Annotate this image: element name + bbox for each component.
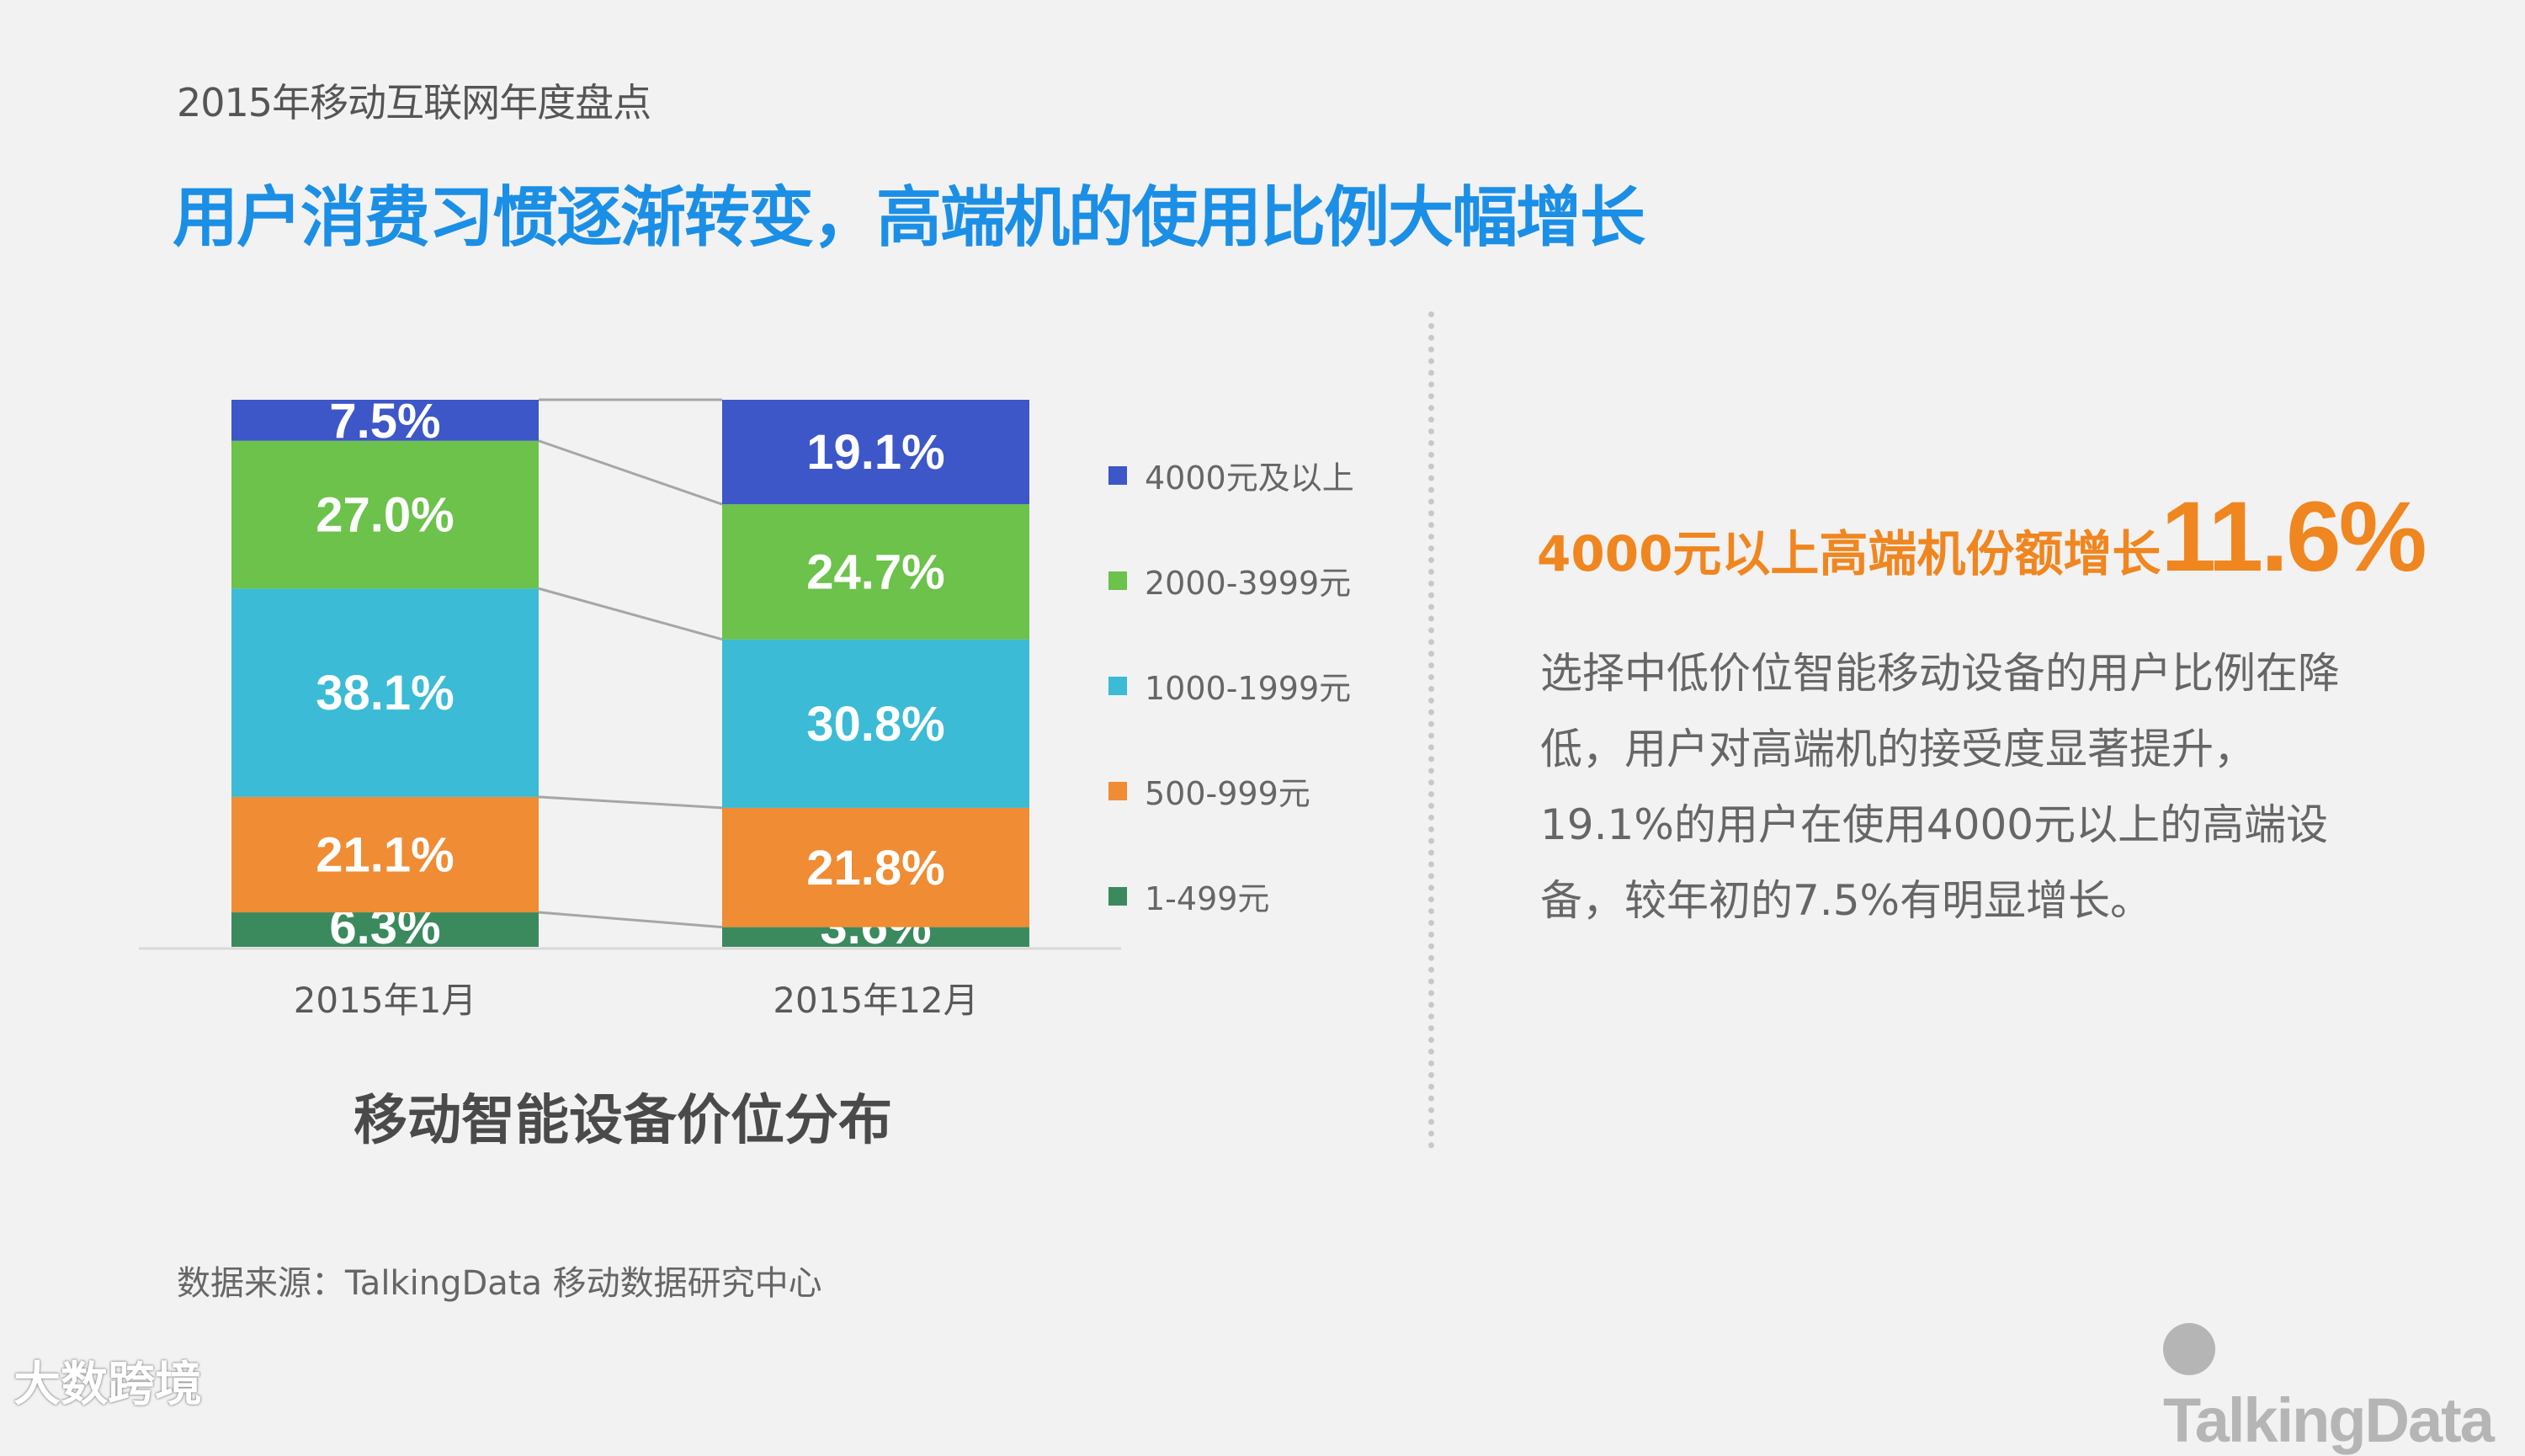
category-label: 2015年1月 (294, 980, 477, 1021)
stacked-bars: 6.3%21.1%38.1%27.0%7.5%3.6%21.8%30.8%24.… (231, 394, 1029, 954)
bar-value-label: 24.7% (806, 545, 944, 599)
bar-segment (231, 400, 539, 441)
legend-label: 1-499元 (1145, 880, 1269, 917)
highlight-text: 4000元以上高端机份额增长 (1537, 525, 2161, 582)
price-distribution-chart: 6.3%21.1%38.1%27.0%7.5%3.6%21.8%30.8%24.… (139, 394, 1354, 1021)
talkingdata-logo-icon (2163, 1323, 2215, 1375)
connector-lines (538, 398, 723, 929)
bar-value-label: 27.0% (316, 488, 454, 543)
connector-line (538, 911, 723, 929)
bar-value-label: 21.8% (806, 841, 944, 895)
bar-segment (231, 912, 539, 947)
connector-line (538, 587, 723, 641)
bar-segment (722, 400, 1029, 505)
bar-segment (722, 807, 1029, 927)
brand-watermark-left: 大数跨境 (13, 1358, 202, 1412)
bar-value-label: 19.1% (806, 425, 944, 480)
legend-swatch (1108, 677, 1127, 695)
bar-segment (722, 639, 1029, 808)
bar-value-label: 38.1% (316, 666, 454, 720)
chart-legend: 4000元及以上 2000-3999元 1000-1999元 500-999元 1-49… (1108, 460, 1354, 917)
legend-swatch (1108, 887, 1127, 906)
legend-label: 500-999元 (1145, 775, 1310, 812)
legend-swatch (1108, 466, 1127, 485)
bar-segment (231, 588, 539, 797)
legend-label: 4000元及以上 (1145, 460, 1354, 497)
category-labels: 2015年1月 2015年12月 (294, 980, 979, 1021)
bar-segment (722, 927, 1029, 947)
source-note: 数据来源：TalkingData 移动数据研究中心 (177, 1264, 822, 1303)
legend-label: 2000-3999元 (1145, 565, 1351, 602)
connector-line (538, 439, 723, 506)
bar-value-label: 7.5% (329, 394, 440, 449)
bar-segment (231, 796, 539, 913)
report-year: 2015年移动互联网年度盘点 (177, 80, 651, 125)
category-label: 2015年12月 (773, 980, 978, 1021)
description-text: 选择中低价位智能移动设备的用户比例在降低，用户对高端机的接受度显著提升，19.1… (1540, 649, 2340, 925)
connector-line (538, 795, 723, 810)
bar-segment (722, 504, 1029, 640)
dotted-divider (1428, 311, 1434, 1149)
bar-value-label: 30.8% (806, 697, 944, 752)
brand-logo-right: TalkingData (2163, 1313, 2525, 1456)
legend-swatch (1108, 782, 1127, 800)
highlight-callout: 4000元以上高端机份额增长11.6% (1537, 480, 2427, 594)
legend-swatch (1108, 571, 1127, 590)
highlight-value: 11.6% (2161, 481, 2427, 592)
legend-label: 1000-1999元 (1145, 670, 1351, 707)
bar-segment (231, 440, 539, 589)
page-title: 用户消费习惯逐渐转变，高端机的使用比例大幅增长 (173, 180, 1645, 256)
chart-title: 移动智能设备价位分布 (354, 1090, 892, 1152)
bar-value-label: 21.1% (316, 827, 454, 882)
